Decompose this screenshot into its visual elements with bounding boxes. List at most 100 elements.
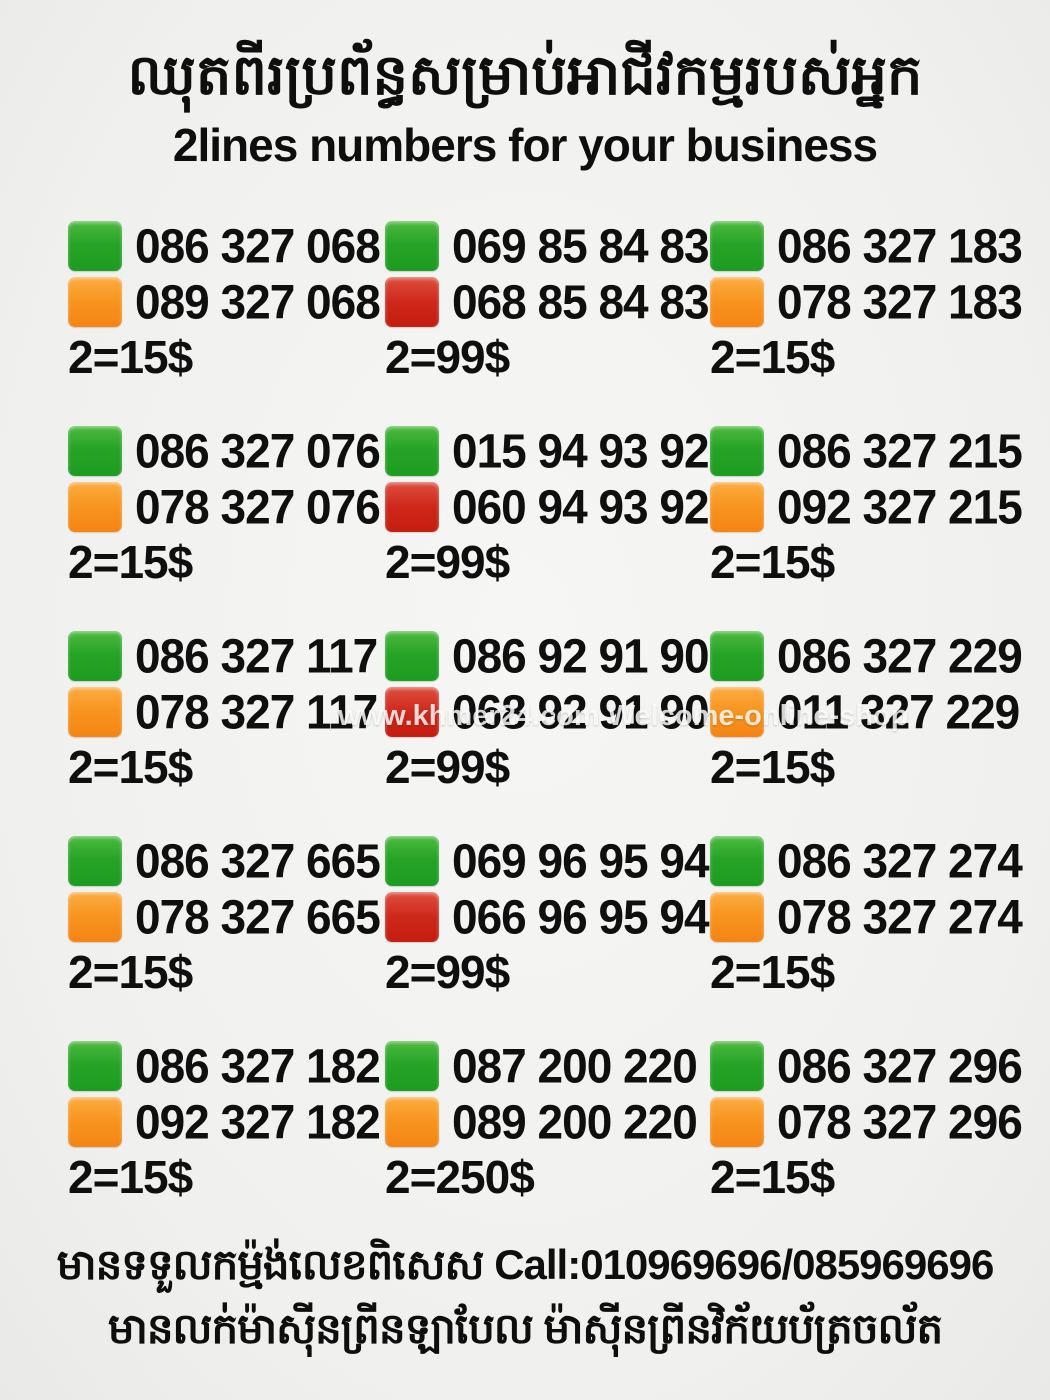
color-swatch-icon [68, 426, 122, 476]
color-swatch-icon [710, 836, 764, 886]
color-swatch-icon [385, 277, 439, 327]
price-label: 2=250$ [385, 1151, 535, 1203]
number-line: 086 327 215 [710, 425, 1040, 477]
color-swatch-icon [385, 687, 439, 737]
color-swatch-icon [68, 1041, 122, 1091]
number-block: 086 92 91 90 068 92 91 90 2=99$ [385, 630, 710, 835]
price-label: 2=15$ [710, 1151, 835, 1203]
number-grid: 086 327 068 089 327 068 2=15$ 069 85 84 … [68, 220, 1040, 1245]
number-line: 078 327 183 [710, 276, 1040, 328]
number-line: 089 327 068 [68, 276, 385, 328]
color-swatch-icon [710, 1041, 764, 1091]
color-swatch-icon [68, 631, 122, 681]
color-swatch-icon [68, 221, 122, 271]
number-line: 086 92 91 90 [385, 630, 710, 682]
price-label: 2=15$ [68, 946, 193, 998]
number-line: 086 327 117 [68, 630, 385, 682]
number-line: 078 327 296 [710, 1096, 1040, 1148]
page-subtitle: 2lines numbers for your business [172, 119, 878, 171]
phone-number: 011 327 229 [777, 684, 1020, 740]
price-label: 2=99$ [385, 331, 510, 383]
number-line: 086 327 274 [710, 835, 1040, 887]
number-line: 068 92 91 90 [385, 686, 710, 738]
number-line: 060 94 93 92 [385, 481, 710, 533]
color-swatch-icon [710, 1097, 764, 1147]
phone-number: 092 327 182 [135, 1094, 381, 1150]
number-line: 086 327 665 [68, 835, 385, 887]
number-block: 086 327 076 078 327 076 2=15$ [68, 425, 385, 630]
number-line: 086 327 068 [68, 220, 385, 272]
number-block: 069 85 84 83 068 85 84 83 2=99$ [385, 220, 710, 425]
number-line: 078 327 117 [68, 686, 385, 738]
number-block: 086 327 182 092 327 182 2=15$ [68, 1040, 385, 1245]
phone-number: 069 96 95 94 [452, 833, 710, 889]
phone-number: 086 327 183 [777, 218, 1023, 274]
price-label: 2=15$ [710, 946, 835, 998]
number-line: 015 94 93 92 [385, 425, 710, 477]
phone-number: 086 92 91 90 [452, 628, 710, 684]
number-block: 086 327 229 011 327 229 2=15$ [710, 630, 1040, 835]
number-block: 069 96 95 94 066 96 95 94 2=99$ [385, 835, 710, 1040]
phone-number: 078 327 665 [135, 889, 381, 945]
price-label: 2=99$ [385, 741, 510, 793]
color-swatch-icon [385, 631, 439, 681]
footer-products-line: មានលក់ម៉ាស៊ីនព្រីនឡាបែល ម៉ាស៊ីនព្រីនវិក័… [107, 1305, 943, 1352]
page-title-khmer: ឈុតពីរប្រព័ន្ធសម្រាប់អាជីវកម្មរបស់អ្នក [127, 43, 923, 106]
price-label: 2=15$ [68, 331, 193, 383]
phone-number: 078 327 183 [777, 274, 1023, 330]
phone-number: 086 327 068 [135, 218, 381, 274]
color-swatch-icon [68, 277, 122, 327]
number-line: 086 327 296 [710, 1040, 1040, 1092]
number-line: 078 327 274 [710, 891, 1040, 943]
color-swatch-icon [385, 1041, 439, 1091]
number-line: 086 327 182 [68, 1040, 385, 1092]
color-swatch-icon [710, 892, 764, 942]
number-line: 078 327 076 [68, 481, 385, 533]
phone-number: 086 327 215 [777, 423, 1023, 479]
number-line: 068 85 84 83 [385, 276, 710, 328]
phone-number: 068 92 91 90 [452, 684, 710, 740]
color-swatch-icon [710, 687, 764, 737]
phone-number: 078 327 296 [777, 1094, 1023, 1150]
footer-contact-line: មានទទួលកម្ម៉ង់លេខពិសេស Call:010969696/08… [56, 1241, 995, 1288]
color-swatch-icon [710, 277, 764, 327]
phone-number: 087 200 220 [452, 1038, 698, 1094]
phone-number: 086 327 117 [135, 628, 378, 684]
phone-number: 086 327 274 [777, 833, 1023, 889]
phone-number: 078 327 076 [135, 479, 381, 535]
number-line: 089 200 220 [385, 1096, 710, 1148]
phone-number: 060 94 93 92 [452, 479, 710, 535]
color-swatch-icon [385, 221, 439, 271]
number-line: 011 327 229 [710, 686, 1040, 738]
phone-number: 068 85 84 83 [452, 274, 710, 330]
color-swatch-icon [385, 836, 439, 886]
price-label: 2=99$ [385, 536, 510, 588]
phone-number: 069 85 84 83 [452, 218, 710, 274]
phone-number: 089 200 220 [452, 1094, 698, 1150]
phone-number: 092 327 215 [777, 479, 1023, 535]
color-swatch-icon [385, 482, 439, 532]
phone-number: 086 327 665 [135, 833, 381, 889]
number-block: 086 327 665 078 327 665 2=15$ [68, 835, 385, 1040]
color-swatch-icon [385, 1097, 439, 1147]
phone-number: 089 327 068 [135, 274, 381, 330]
number-block: 086 327 117 078 327 117 2=15$ [68, 630, 385, 835]
watermark-text: www.khmer24.com Welcome-online-shop [338, 700, 909, 732]
phone-number: 086 327 229 [777, 628, 1023, 684]
phone-number: 086 327 076 [135, 423, 381, 479]
number-line: 069 85 84 83 [385, 220, 710, 272]
color-swatch-icon [710, 482, 764, 532]
price-label: 2=15$ [710, 741, 835, 793]
phone-number: 078 327 117 [135, 684, 378, 740]
color-swatch-icon [68, 687, 122, 737]
phone-number: 015 94 93 92 [452, 423, 710, 479]
color-swatch-icon [710, 631, 764, 681]
number-block: 086 327 068 089 327 068 2=15$ [68, 220, 385, 425]
phone-number: 086 327 182 [135, 1038, 381, 1094]
color-swatch-icon [710, 221, 764, 271]
color-swatch-icon [68, 482, 122, 532]
price-label: 2=99$ [385, 946, 510, 998]
number-line: 092 327 215 [710, 481, 1040, 533]
number-line: 078 327 665 [68, 891, 385, 943]
